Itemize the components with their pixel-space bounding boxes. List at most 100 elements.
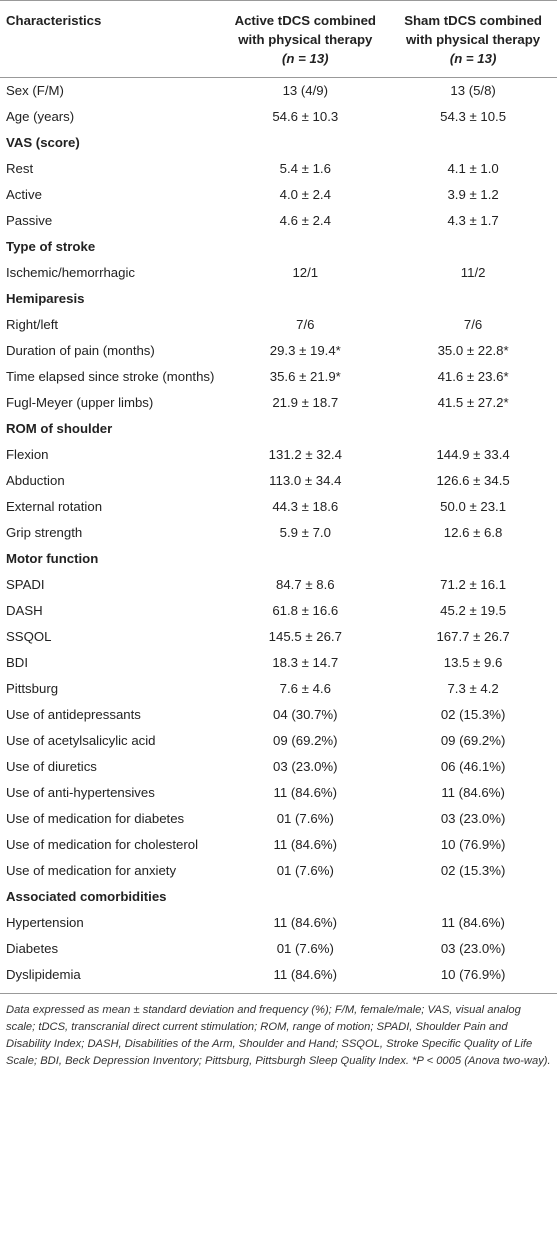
cell: Rest <box>6 161 34 176</box>
cell: 50.0 ± 23.1 <box>440 499 507 514</box>
cell: Age (years) <box>6 109 75 124</box>
cell: 04 (30.7%) <box>273 707 338 722</box>
cell: 44.3 ± 18.6 <box>272 499 339 514</box>
cell: External rotation <box>6 499 103 514</box>
cell: 4.6 ± 2.4 <box>279 213 331 228</box>
cell: 11 (84.6%) <box>441 915 505 930</box>
section-cell: Associated comorbidities <box>6 889 167 904</box>
cell: 21.9 ± 18.7 <box>272 395 339 410</box>
cell: 13 (5/8) <box>450 83 496 98</box>
header-row: Characteristics Active tDCS combined with… <box>0 0 557 78</box>
cell: Use of antidepressants <box>6 707 141 722</box>
cell: 01 (7.6%) <box>276 811 334 826</box>
section-cell: ROM of shoulder <box>6 421 113 436</box>
data-row: Use of medication for cholesterol 11 (84.… <box>0 832 557 858</box>
cell: SSQOL <box>6 629 52 644</box>
cell: 03 (23.0%) <box>440 941 506 956</box>
cell: 11 (84.6%) <box>441 785 505 800</box>
data-row: Pittsburg 7.6 ± 4.6 7.3 ± 4.2 <box>0 676 557 702</box>
data-row: Sex (F/M) 13 (4/9) 13 (5/8) <box>0 78 557 105</box>
cell: 01 (7.6%) <box>276 941 334 956</box>
cell: Use of diuretics <box>6 759 97 774</box>
cell: 11 (84.6%) <box>273 785 338 800</box>
data-row: Hypertension 11 (84.6%) 11 (84.6%) <box>0 910 557 936</box>
header-n: (n = 13) <box>449 51 497 66</box>
cell: 03 (23.0%) <box>440 811 506 826</box>
cell: 13 (4/9) <box>282 83 329 98</box>
cell: 84.7 ± 8.6 <box>276 577 335 592</box>
data-row: Passive 4.6 ± 2.4 4.3 ± 1.7 <box>0 208 557 234</box>
section-row: Associated comorbidities <box>0 884 557 910</box>
data-row: Abduction 113.0 ± 34.4 126.6 ± 34.5 <box>0 468 557 494</box>
cell: 03 (23.0%) <box>273 759 338 774</box>
cell: 54.3 ± 10.5 <box>440 109 507 124</box>
cell: Right/left <box>6 317 59 332</box>
cell: Active <box>6 187 42 202</box>
cell: 131.2 ± 32.4 <box>268 447 342 462</box>
data-row: BDI 18.3 ± 14.7 13.5 ± 9.6 <box>0 650 557 676</box>
section-row: VAS (score) <box>0 130 557 156</box>
header-cell: Active tDCS combined with physical thera… <box>221 0 390 78</box>
cell: 18.3 ± 14.7 <box>272 655 339 670</box>
cell: 113.0 ± 34.4 <box>269 473 342 488</box>
section-cell: Motor function <box>6 551 99 566</box>
data-row: Time elapsed since stroke (months) 35.6 ±… <box>0 364 557 390</box>
cell: Ischemic/hemorrhagic <box>6 265 135 280</box>
header-title: Active tDCS combined with physical thera… <box>234 13 376 47</box>
data-row: Grip strength 5.9 ± 7.0 12.6 ± 6.8 <box>0 520 557 546</box>
cell: Use of medication for diabetes <box>6 811 185 826</box>
data-row: Flexion 131.2 ± 32.4 144.9 ± 33.4 <box>0 442 557 468</box>
cell: 29.3 ± 19.4* <box>269 343 341 358</box>
section-cell: Hemiparesis <box>6 291 85 306</box>
data-row: Use of antidepressants 04 (30.7%) 02 (15.3… <box>0 702 557 728</box>
data-row: Rest 5.4 ± 1.6 4.1 ± 1.0 <box>0 156 557 182</box>
cell: 10 (76.9%) <box>440 837 506 852</box>
cell: 11 (84.6%) <box>273 967 338 982</box>
data-row: Age (years) 54.6 ± 10.3 54.3 ± 10.5 <box>0 104 557 130</box>
section-cell: VAS (score) <box>6 135 80 150</box>
header-title: Sham tDCS combined with physical therapy <box>404 13 542 47</box>
cell: 09 (69.2%) <box>440 733 506 748</box>
cell: 35.6 ± 21.9* <box>269 369 341 384</box>
cell: 5.9 ± 7.0 <box>279 525 331 540</box>
cell: 01 (7.6%) <box>276 863 334 878</box>
data-row: Use of diuretics 03 (23.0%) 06 (46.1%) <box>0 754 557 780</box>
cell: 13.5 ± 9.6 <box>443 655 503 670</box>
data-row: External rotation 44.3 ± 18.6 50.0 ± 23.1 <box>0 494 557 520</box>
cell: 7/6 <box>463 317 483 332</box>
cell: Diabetes <box>6 941 59 956</box>
cell: 4.0 ± 2.4 <box>279 187 331 202</box>
section-cell: Type of stroke <box>6 239 96 254</box>
cell: Sex (F/M) <box>6 83 64 98</box>
cell: 41.6 ± 23.6* <box>437 369 509 384</box>
header-cell: Sham tDCS combined with physical therapy… <box>389 0 557 78</box>
data-row: Diabetes 01 (7.6%) 03 (23.0%) <box>0 936 557 962</box>
section-row: Motor function <box>0 546 557 572</box>
cell: Duration of pain (months) <box>6 343 155 358</box>
cell: 61.8 ± 16.6 <box>272 603 339 618</box>
cell: 02 (15.3%) <box>440 863 506 878</box>
cell: 4.3 ± 1.7 <box>447 213 499 228</box>
data-row: Duration of pain (months) 29.3 ± 19.4* 35.… <box>0 338 557 364</box>
data-row: Active 4.0 ± 2.4 3.9 ± 1.2 <box>0 182 557 208</box>
section-row: ROM of shoulder <box>0 416 557 442</box>
cell: Pittsburg <box>6 681 59 696</box>
cell: 06 (46.1%) <box>440 759 506 774</box>
cell: 7/6 <box>296 317 315 332</box>
cell: 7.6 ± 4.6 <box>279 681 331 696</box>
cell: Use of medication for cholesterol <box>6 837 199 852</box>
data-row: Ischemic/hemorrhagic 12/1 11/2 <box>0 260 557 286</box>
cell: 144.9 ± 33.4 <box>436 447 510 462</box>
data-row: Use of anti-hypertensives 11 (84.6%) 11 (8… <box>0 780 557 806</box>
cell: Fugl-Meyer (upper limbs) <box>6 395 154 410</box>
cell: SPADI <box>6 577 45 592</box>
cell: Time elapsed since stroke (months) <box>6 369 215 384</box>
data-row: Use of medication for anxiety 01 (7.6%) 02… <box>0 858 557 884</box>
cell: 41.5 ± 27.2* <box>437 395 509 410</box>
cell: 71.2 ± 16.1 <box>440 577 507 592</box>
cell: 11 (84.6%) <box>273 915 338 930</box>
cell: 45.2 ± 19.5 <box>440 603 507 618</box>
header-n: (n = 13) <box>282 51 329 66</box>
cell: 02 (15.3%) <box>440 707 506 722</box>
